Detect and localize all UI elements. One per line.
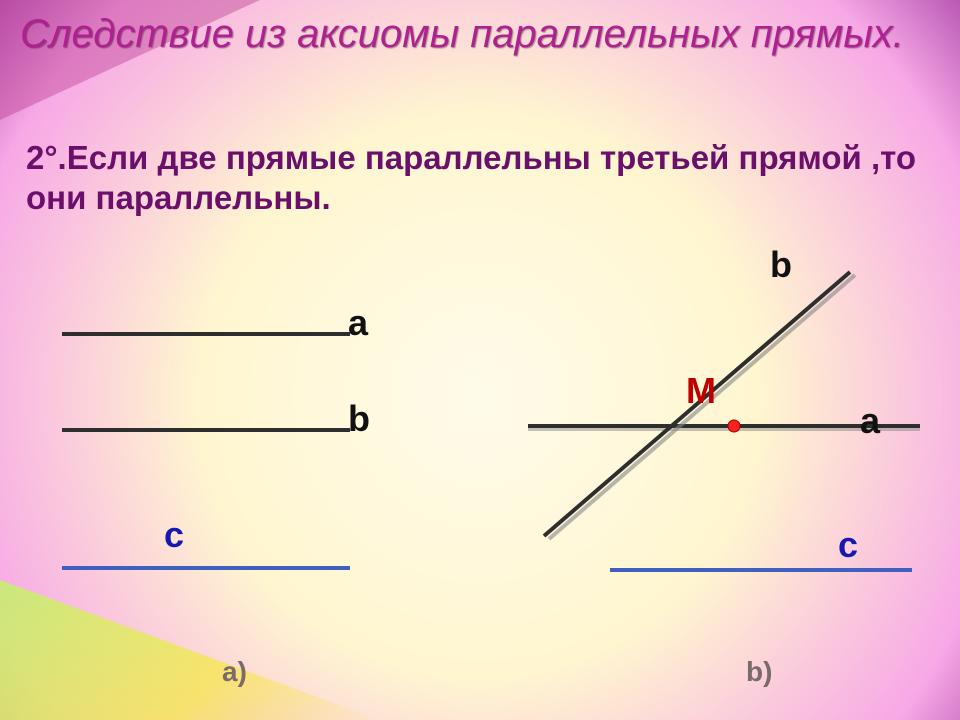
- label-b-right: b: [770, 244, 792, 286]
- label-b-left: b: [348, 398, 370, 440]
- label-a-right: a: [860, 400, 880, 442]
- left-diagram: [40, 300, 370, 600]
- theorem-text: 2°.Если две прямые параллельны третьей п…: [26, 138, 934, 217]
- decoration-corner-bl: [0, 580, 380, 720]
- label-c-right: c: [838, 524, 858, 566]
- caption-b: b): [746, 656, 772, 688]
- label-c-left: c: [164, 514, 184, 556]
- label-m: M: [686, 370, 716, 412]
- point-m: [728, 420, 740, 432]
- label-a-left: a: [348, 302, 368, 344]
- caption-a: a): [222, 656, 247, 688]
- slide: Следствие из аксиомы параллельных прямых…: [0, 0, 960, 720]
- slide-title: Следствие из аксиомы параллельных прямых…: [20, 12, 940, 56]
